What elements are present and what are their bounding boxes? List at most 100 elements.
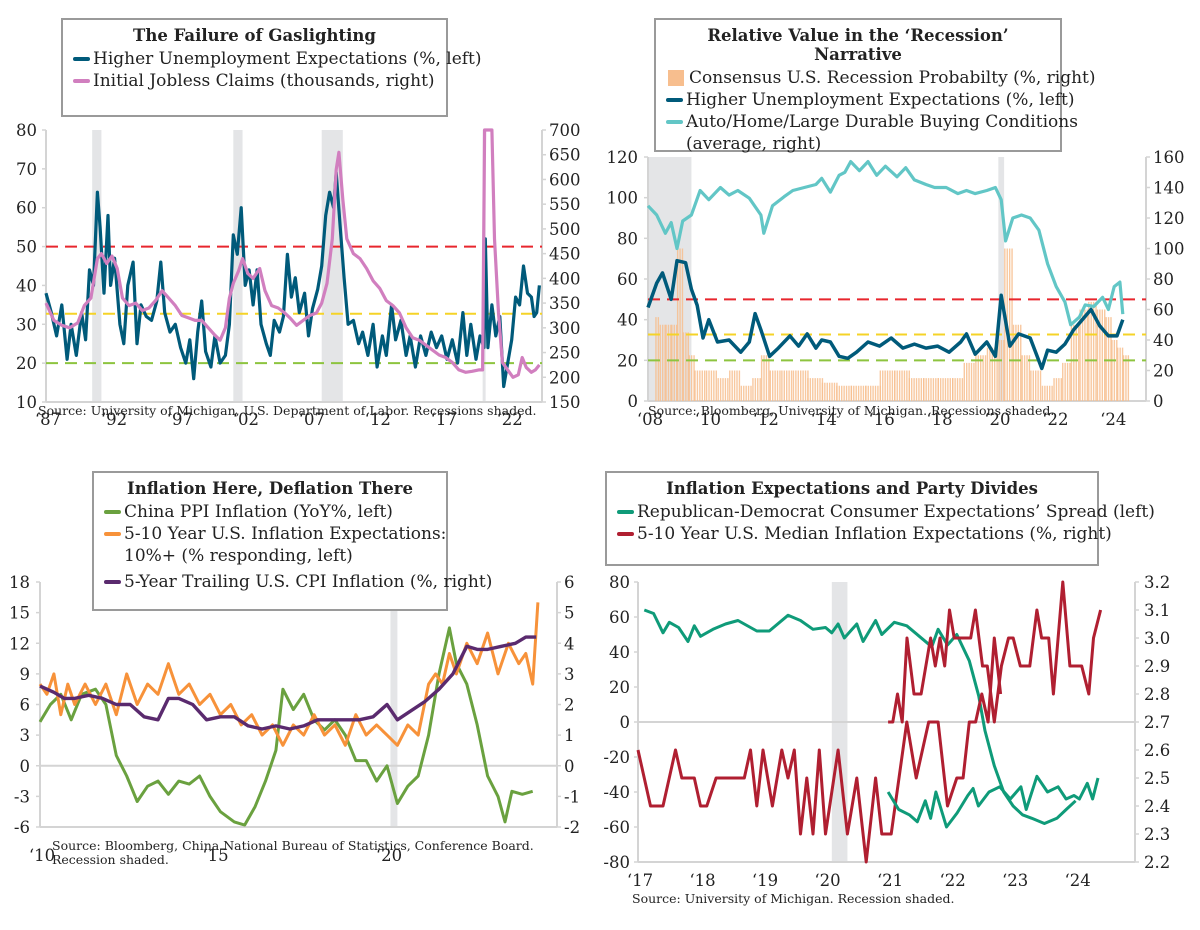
recession-probability-bar [1079, 309, 1081, 401]
recession-probability-bar [963, 362, 965, 401]
series-line [636, 636, 1003, 864]
recession-probability-bar [869, 385, 872, 401]
recession-probability-bar [939, 378, 942, 401]
legend-item: Higher Unemployment Expectations (%, lef… [666, 89, 1075, 111]
recession-probability-bar [783, 370, 785, 401]
recession-probability-bar [862, 385, 865, 401]
y-tick-label-right: 20 [1153, 362, 1174, 381]
y-tick-label-right: 2.8 [1144, 685, 1170, 704]
recession-probability-bar [1084, 309, 1086, 401]
y-tick-label-right: 150 [549, 393, 581, 412]
y-tick-label-left: 40 [609, 643, 630, 662]
recession-probability-bar [918, 378, 920, 401]
recession-probability-bar [831, 382, 833, 401]
chart-title: Inflation Here, Deflation There [127, 479, 413, 498]
y-tick-label-left: 6 [20, 696, 31, 715]
recession-probability-bar [659, 324, 661, 401]
recession-probability-bar [843, 385, 845, 401]
legend-swatch-icon [73, 79, 90, 83]
recession-probability-bar [1119, 347, 1121, 401]
series-line [44, 128, 541, 379]
recession-probability-bar [676, 248, 679, 401]
series-line [39, 635, 537, 731]
recession-probability-bar [694, 370, 696, 401]
recession-probability-bar [925, 378, 927, 401]
recession-probability-bar [942, 378, 944, 401]
y-tick-label-right: -2 [564, 818, 580, 837]
x-tick-label: ‘10 [29, 846, 55, 865]
recession-probability-bar [1110, 317, 1112, 401]
y-tick-label-left: -20 [603, 748, 630, 767]
recession-probability-bar [1021, 355, 1023, 401]
recession-probability-bar [769, 370, 772, 401]
recession-probability-bar [715, 370, 717, 401]
recession-probability-bar [740, 385, 743, 401]
recession-probability-bar [1058, 378, 1060, 401]
legend-label: 5-10 Year U.S. Inflation Expectations: [124, 524, 447, 544]
recession-probability-bar [996, 347, 998, 401]
recession-probability-bar [879, 370, 882, 401]
recession-probability-bar [954, 378, 956, 401]
y-tick-label-left: 15 [9, 604, 30, 623]
recession-probability-bar [855, 385, 857, 401]
x-tick-label: ‘21 [877, 871, 903, 890]
recession-probability-bar [977, 355, 979, 401]
recession-probability-bar [745, 385, 747, 401]
x-tick-label: ‘87 [35, 410, 61, 429]
recession-probability-bar [993, 347, 996, 401]
recession-shade [233, 130, 243, 402]
recession-probability-bar [757, 378, 759, 401]
recession-probability-bar [814, 378, 816, 401]
y-tick-label-left: 60 [617, 270, 638, 289]
chart-source: Source: University of Michigan, U.S. Dep… [38, 403, 537, 418]
chart-svg: -80 -60 -40 -20 0 20 40 60 80 2.2 2.3 2.4 2.5 2.6 2.7 2… [603, 573, 1170, 890]
recession-probability-bar [865, 385, 867, 401]
chart-title: Relative Value in the ‘Recession’ Narrat… [707, 26, 1009, 64]
recession-probability-bar [989, 347, 991, 401]
recession-probability-bar [710, 370, 713, 401]
recession-shade [390, 582, 398, 827]
y-tick-label-left: 80 [16, 121, 37, 140]
y-tick-label-right: -1 [564, 787, 580, 806]
recession-probability-bar [1046, 385, 1048, 401]
recession-probability-bar [1111, 340, 1113, 401]
recession-probability-bar [774, 370, 776, 401]
recession-probability-bar [816, 378, 819, 401]
recession-probability-bar [970, 362, 973, 401]
chart-title: Inflation Expectations and Party Divides [666, 479, 1038, 498]
recession-probability-bar [736, 370, 738, 401]
legend-label: Republican-Democrat Consumer Expectation… [637, 502, 1155, 522]
series-line [643, 608, 1077, 825]
recession-probability-bar [772, 370, 774, 401]
recession-probability-bar [802, 370, 804, 401]
y-tick-label-right: 2.2 [1144, 853, 1170, 872]
x-tick-label: ‘22 [1042, 410, 1068, 429]
recession-probability-bar [959, 378, 961, 401]
x-tick-label: ‘20 [814, 871, 840, 890]
recession-probability-bar [826, 382, 828, 401]
y-tick-label-right: 40 [1153, 331, 1174, 350]
recession-probability-bar [1090, 301, 1092, 401]
recession-probability-bar [765, 355, 768, 401]
recession-probability-bar [800, 370, 802, 401]
recession-probability-bar [1104, 309, 1106, 401]
recession-probability-bar [1107, 317, 1110, 401]
recession-probability-bar [1064, 362, 1066, 401]
y-tick-label-left: 80 [617, 229, 638, 248]
legend-swatch-icon [668, 70, 684, 86]
recession-probability-bar [679, 248, 681, 401]
series-line [646, 160, 1125, 327]
recession-probability-bar [991, 347, 993, 401]
recession-probability-bar [722, 378, 724, 401]
recession-probability-bar [797, 370, 799, 401]
recession-probability-bar [882, 370, 884, 401]
y-tick-label-right: 300 [549, 319, 581, 338]
recession-probability-bar [1095, 301, 1097, 401]
recession-shade [998, 157, 1005, 401]
recession-probability-bar [1101, 309, 1104, 401]
y-tick-label-left: 40 [16, 276, 37, 295]
chart-legend: Relative Value in the ‘Recession’ Narrat… [654, 18, 1096, 154]
recession-probability-bar [1121, 347, 1124, 401]
y-tick-label-left: 60 [609, 608, 630, 627]
